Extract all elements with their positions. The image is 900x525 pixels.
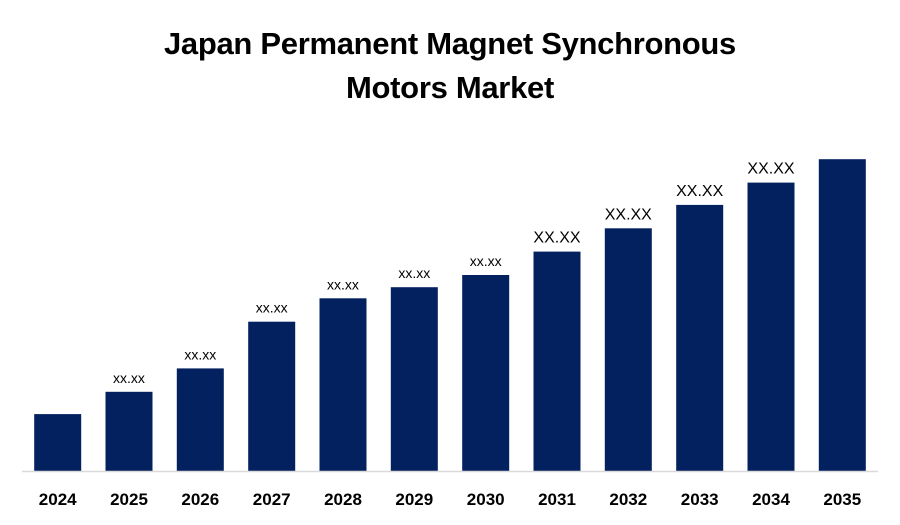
data-label-2030: xx.xx bbox=[470, 253, 502, 269]
bar-2024 bbox=[34, 414, 82, 471]
bar-2035 bbox=[818, 159, 866, 471]
chart-title-line-1: Japan Permanent Magnet Synchronous bbox=[163, 26, 737, 61]
bar-2032 bbox=[604, 228, 652, 471]
data-label-2033: XX.XX bbox=[676, 183, 723, 200]
data-labels-layer: xx.xx xx.xx xx.xx xx.xx xx.xx xx.xx XX.XX XX.XX… bbox=[113, 161, 795, 386]
x-tick-label-2029: 2029 bbox=[395, 490, 433, 509]
bar-2025 bbox=[105, 391, 153, 471]
chart-title: Japan Permanent Magnet Synchronous Motor… bbox=[0, 22, 900, 110]
x-tick-label-2028: 2028 bbox=[324, 490, 362, 509]
data-label-2026: xx.xx bbox=[184, 346, 216, 362]
bar-2034 bbox=[747, 182, 795, 471]
bar-2028 bbox=[319, 298, 367, 471]
bar-2033 bbox=[676, 204, 724, 471]
x-tick-label-2035: 2035 bbox=[823, 490, 861, 509]
bar-2027 bbox=[248, 321, 296, 471]
bar-2030 bbox=[462, 275, 510, 471]
x-tick-label-2030: 2030 bbox=[467, 490, 505, 509]
x-tick-label-2026: 2026 bbox=[181, 490, 219, 509]
x-tick-label-2033: 2033 bbox=[681, 490, 719, 509]
bar-2029 bbox=[390, 287, 438, 471]
data-label-2025: xx.xx bbox=[113, 370, 145, 386]
bars-layer bbox=[34, 159, 866, 471]
data-label-2032: XX.XX bbox=[605, 206, 652, 223]
x-tick-label-2024: 2024 bbox=[39, 490, 77, 509]
x-tick-labels-layer: 2024 2025 2026 2027 2028 2029 2030 2031 2032 2033… bbox=[39, 490, 861, 509]
bar-2026 bbox=[176, 368, 224, 471]
x-tick-label-2027: 2027 bbox=[253, 490, 291, 509]
bar-2031 bbox=[533, 251, 581, 471]
x-tick-label-2034: 2034 bbox=[752, 490, 790, 509]
x-tick-label-2032: 2032 bbox=[609, 490, 647, 509]
data-label-2029: xx.xx bbox=[398, 265, 430, 281]
data-label-2031: XX.XX bbox=[533, 230, 580, 247]
data-label-2028: xx.xx bbox=[327, 276, 359, 292]
data-label-2034: XX.XX bbox=[747, 161, 794, 178]
x-tick-label-2031: 2031 bbox=[538, 490, 576, 509]
x-tick-label-2025: 2025 bbox=[110, 490, 148, 509]
chart-title-line-2: Motors Market bbox=[346, 70, 554, 105]
data-label-2027: xx.xx bbox=[256, 300, 288, 316]
